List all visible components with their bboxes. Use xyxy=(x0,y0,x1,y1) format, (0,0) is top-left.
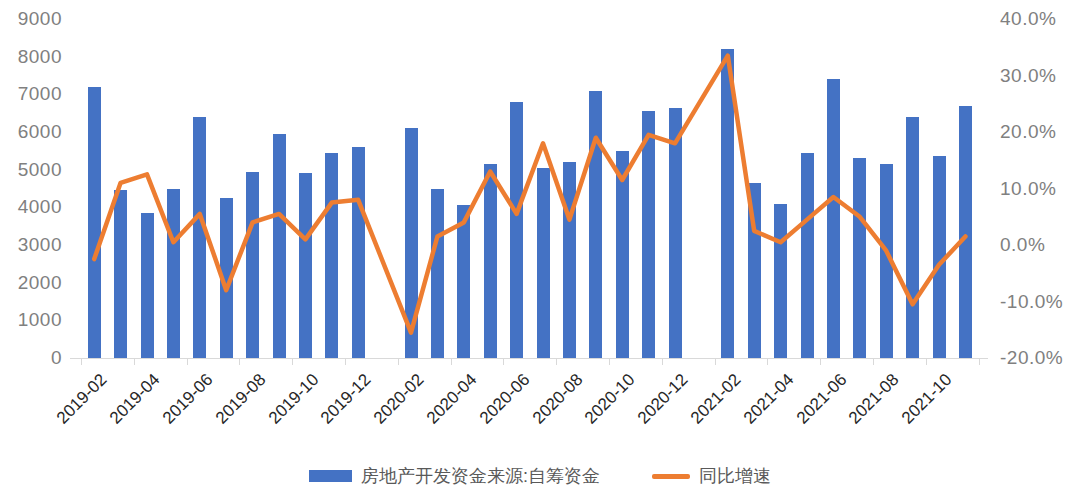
growth-line xyxy=(94,56,965,333)
legend-item-bar-series: 房地产开发资金来源:自筹资金 xyxy=(309,464,600,488)
chart-legend: 房地产开发资金来源:自筹资金 同比增速 xyxy=(0,462,1080,490)
legend-line-swatch-icon xyxy=(652,474,690,479)
legend-bar-swatch-icon xyxy=(309,470,352,482)
legend-item-line-series: 同比增速 xyxy=(652,464,771,488)
legend-line-label: 同比增速 xyxy=(699,464,771,488)
combo-chart: 0100020003000400050006000700080009000-20… xyxy=(0,0,1080,495)
legend-bar-label: 房地产开发资金来源:自筹资金 xyxy=(361,464,600,488)
growth-line-layer xyxy=(0,0,1080,495)
